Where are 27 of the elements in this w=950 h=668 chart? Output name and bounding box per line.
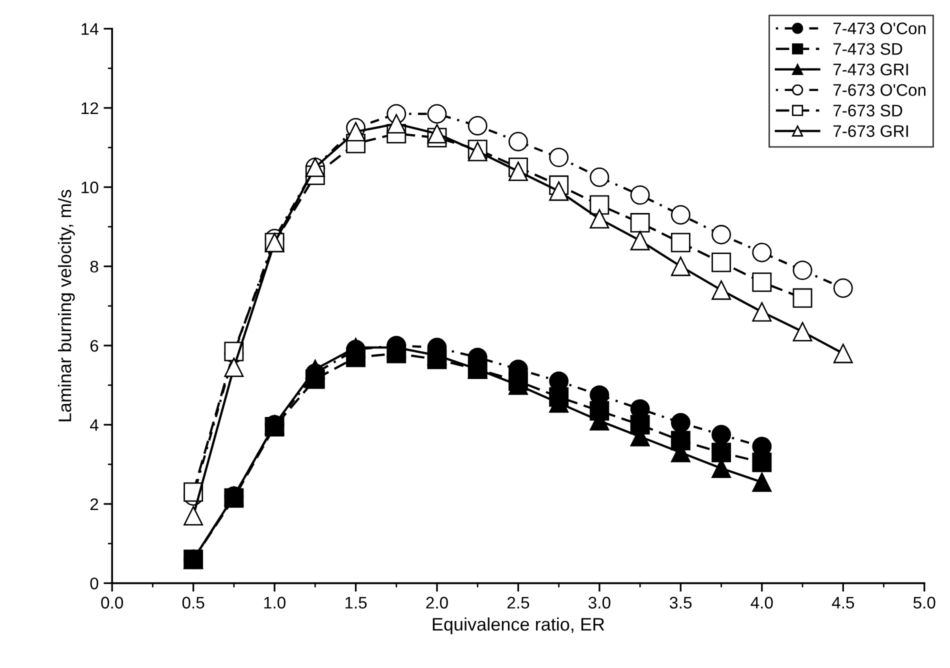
y-tick-label: 10 (82, 182, 98, 194)
x-tick-label: 3.5 (670, 596, 692, 609)
y-tick-label: 8 (90, 260, 98, 273)
legend-label: 7-473 O'Con (833, 22, 926, 34)
x-tick-label: 1.5 (345, 596, 367, 609)
y-tick-label: 12 (82, 102, 98, 114)
legend-label: 7-473 SD (833, 43, 902, 55)
y-tick-label: 2 (90, 498, 98, 510)
legend-label: 7-473 GRI (833, 64, 908, 76)
legend-label: 7-673 GRI (833, 125, 908, 138)
x-tick-label: 2.0 (426, 596, 448, 609)
x-tick-label: 4.5 (832, 596, 854, 609)
x-axis-title: Equivalence ratio, ER (432, 617, 604, 634)
x-tick-label: 3.0 (588, 596, 610, 609)
y-tick-label: 0 (90, 578, 98, 590)
x-tick-label: 5.0 (913, 596, 936, 609)
x-tick-label: 0.0 (101, 596, 124, 609)
y-tick-label: 14 (82, 23, 98, 35)
x-tick-label: 2.5 (507, 596, 530, 609)
y-tick-label: 6 (90, 340, 98, 352)
y-tick-label: 4 (90, 419, 98, 431)
y-axis-title: Laminar burning velocity, m/s (58, 190, 75, 422)
x-tick-label: 0.5 (182, 596, 204, 609)
legend-label: 7-673 SD (833, 104, 902, 116)
x-tick-label: 4.0 (750, 596, 773, 609)
legend-label: 7-673 O'Con (833, 84, 926, 96)
x-tick-label: 1.0 (264, 596, 286, 609)
